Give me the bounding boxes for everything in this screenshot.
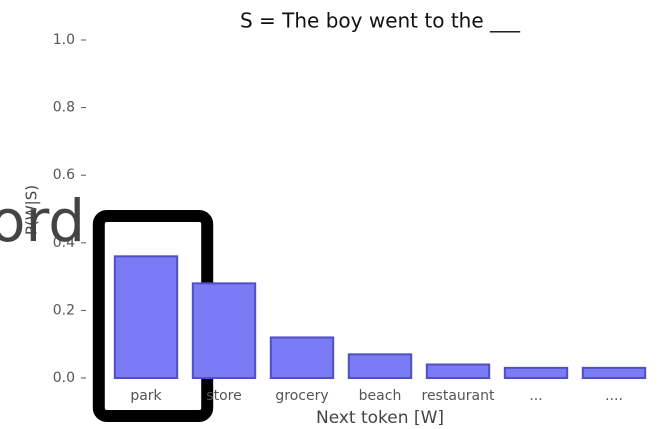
- bar: [581, 366, 647, 379]
- y-axis-label: P(W|S): [23, 185, 41, 235]
- bar: [113, 255, 179, 380]
- x-tick-label: restaurant: [422, 388, 496, 404]
- bar: [503, 366, 569, 379]
- chart-title: S = The boy went to the ___: [240, 9, 521, 33]
- x-tick-label: ...: [529, 388, 542, 404]
- x-axis-label: Next token [W]: [316, 408, 444, 428]
- bar: [425, 363, 491, 380]
- x-tick-label: park: [130, 388, 162, 404]
- y-tick-label: 0.6: [53, 167, 75, 183]
- y-tick-label: 1.0: [53, 32, 75, 48]
- x-tick-label: store: [206, 388, 241, 404]
- overlay-text: ord: [0, 187, 85, 255]
- y-tick-label: 0.4: [53, 235, 75, 251]
- bar: [347, 353, 413, 379]
- y-tick-label: 0.2: [53, 302, 75, 318]
- bar: [191, 282, 257, 379]
- x-tick-label: grocery: [275, 388, 328, 404]
- y-tick-label: 0.0: [53, 370, 75, 386]
- y-tick-label: 0.8: [53, 100, 75, 116]
- x-tick-label: beach: [359, 388, 402, 404]
- bar: [269, 336, 335, 380]
- x-tick-label: ....: [605, 388, 623, 404]
